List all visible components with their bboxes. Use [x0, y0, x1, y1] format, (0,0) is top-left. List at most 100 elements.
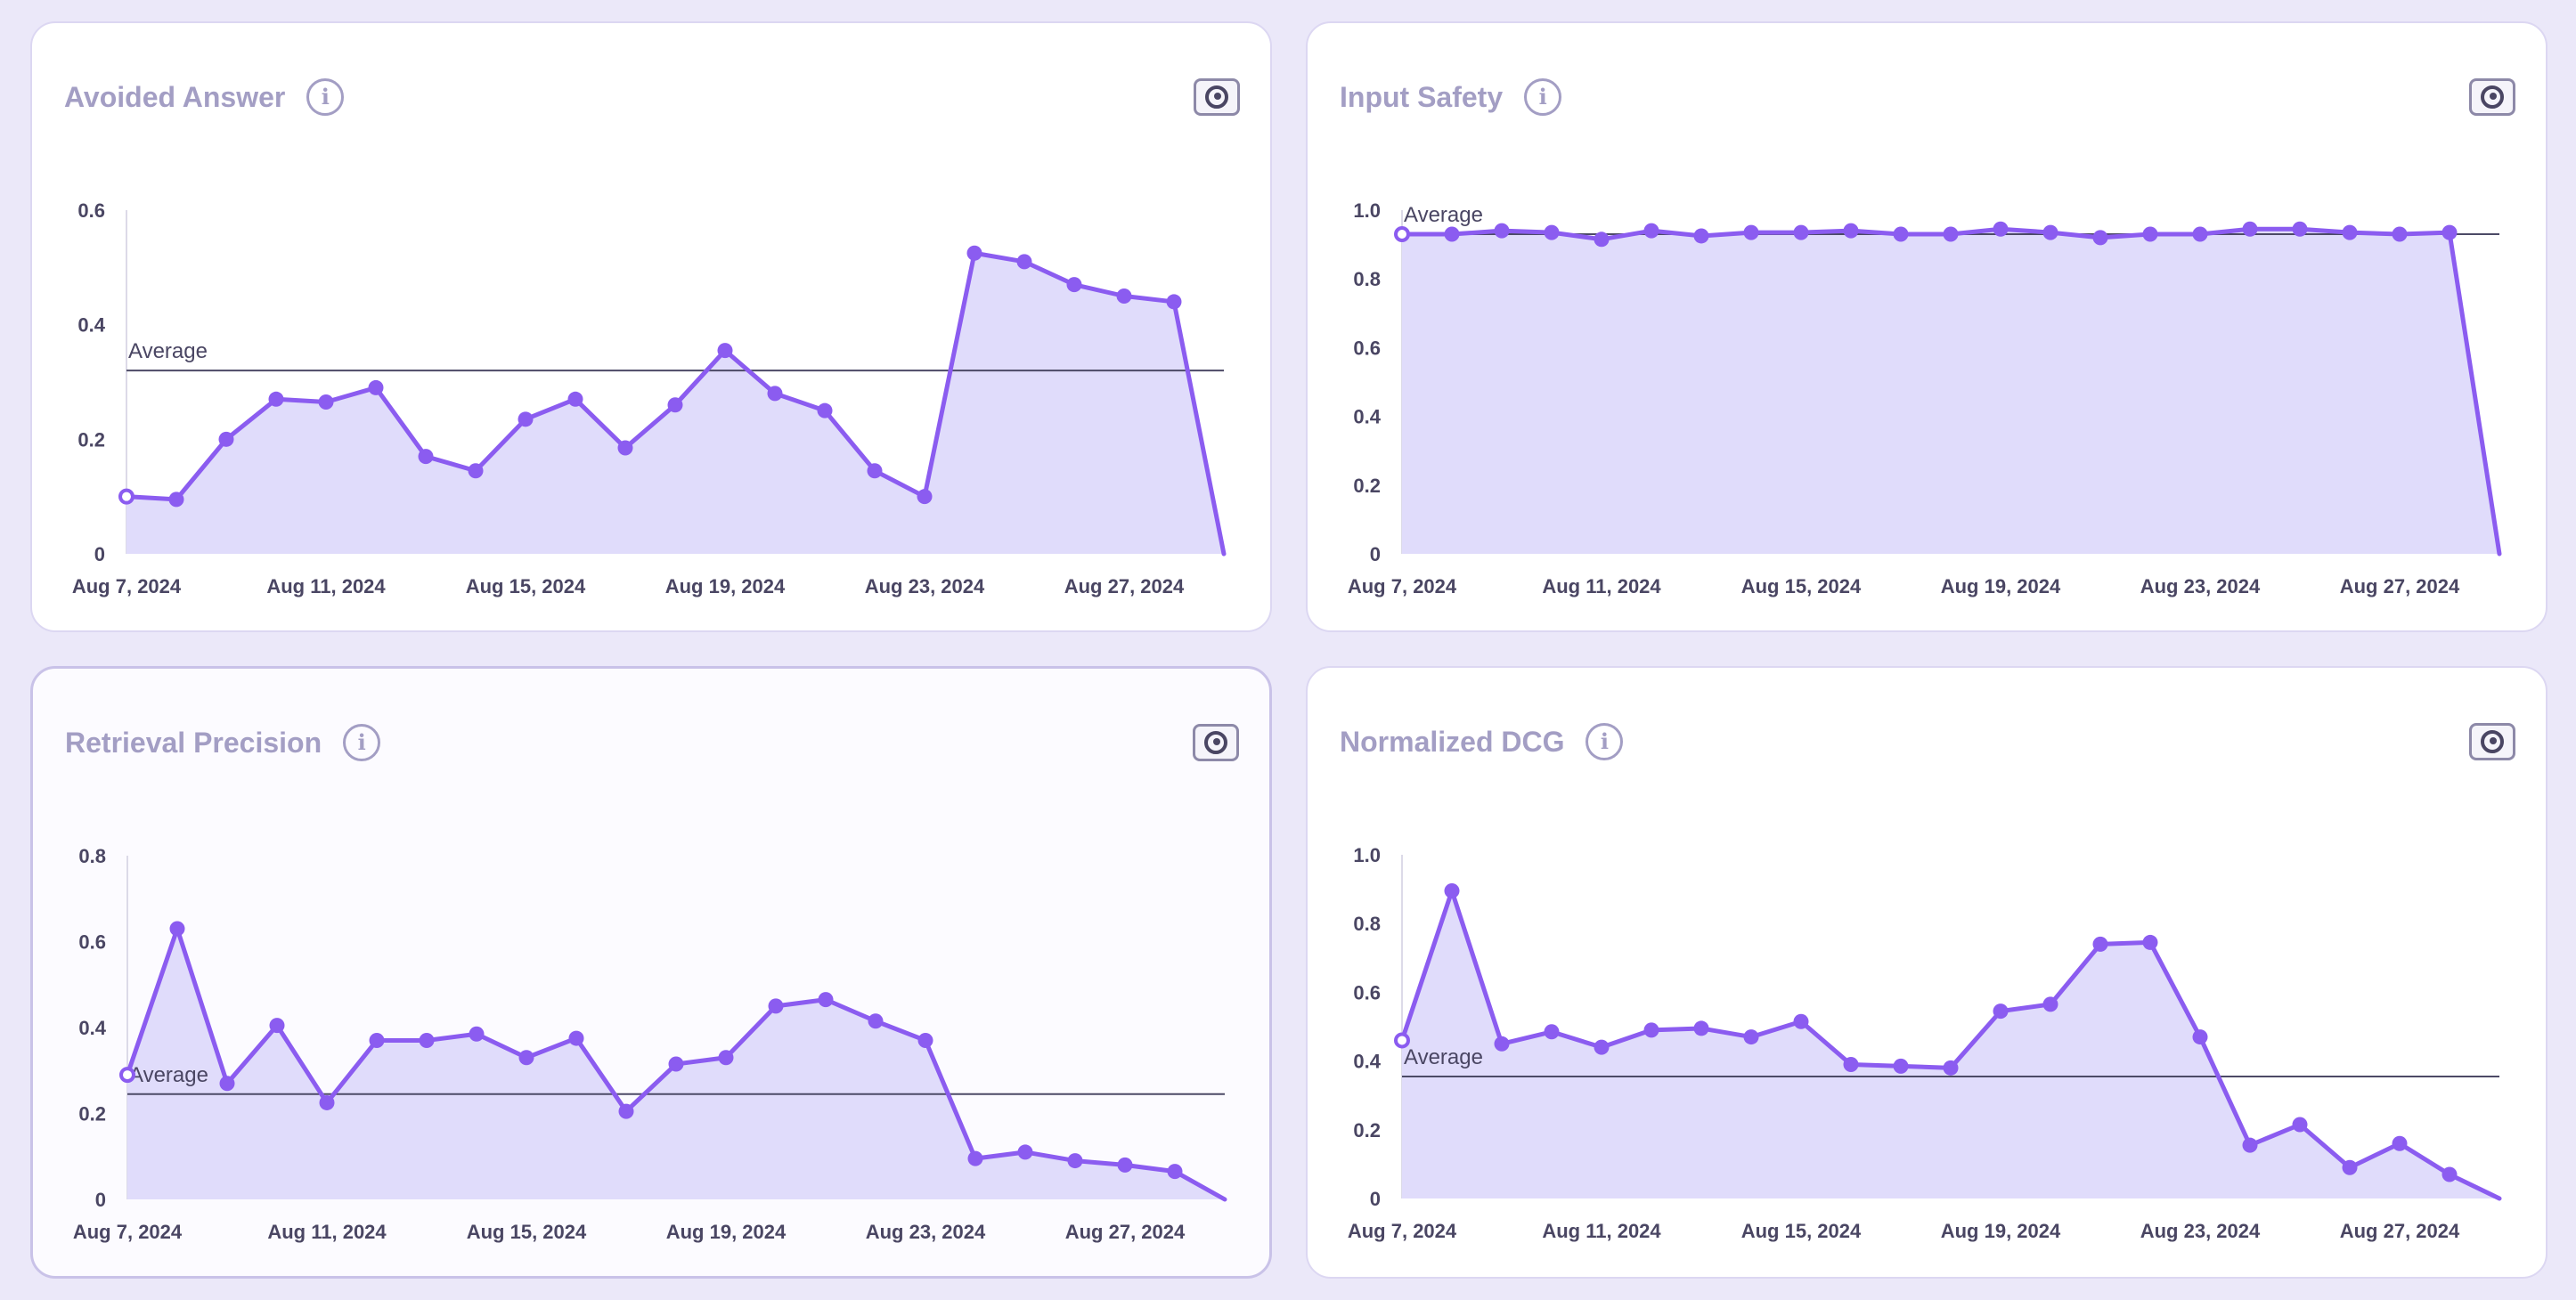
y-tick-label: 0.2 — [78, 1103, 106, 1125]
snapshot-icon — [1204, 731, 1227, 754]
data-point — [1166, 294, 1182, 310]
data-point — [1643, 223, 1659, 239]
data-point — [118, 488, 135, 505]
snapshot-icon — [2481, 85, 2504, 109]
data-point — [1494, 1036, 1510, 1052]
data-point — [2392, 1135, 2408, 1151]
data-point — [2392, 226, 2408, 242]
average-label: Average — [128, 339, 208, 363]
data-point — [1743, 224, 1759, 240]
y-tick-label: 0.8 — [1353, 913, 1381, 935]
data-point — [2142, 226, 2158, 242]
x-tick-label: Aug 11, 2024 — [1542, 1220, 1661, 1242]
data-point — [219, 1076, 235, 1092]
data-point — [418, 449, 434, 465]
data-point — [119, 1067, 135, 1084]
y-tick-label: 0.4 — [1353, 1051, 1381, 1073]
x-tick-label: Aug 19, 2024 — [666, 1221, 787, 1243]
x-tick-label: Aug 27, 2024 — [1065, 1221, 1186, 1243]
data-point — [1993, 1003, 2009, 1020]
y-tick-label: 0.6 — [78, 931, 106, 954]
y-tick-label: 0.2 — [1353, 1119, 1381, 1142]
data-point — [2142, 934, 2158, 950]
x-tick-label: Aug 11, 2024 — [267, 1221, 387, 1243]
data-point — [668, 1056, 684, 1072]
data-point — [2292, 221, 2308, 237]
x-tick-label: Aug 23, 2024 — [866, 1221, 986, 1243]
data-point — [318, 394, 334, 410]
y-tick-label: 0.6 — [1353, 337, 1381, 359]
chart-plot: 0 0.2 0.4 0.6 0.8 1.0 Aug 7, 2024 Aug 11, 2024 A… — [1348, 844, 2502, 1242]
x-tick-label: Aug 23, 2024 — [2140, 575, 2261, 597]
series-area — [1402, 890, 2499, 1198]
data-point — [1544, 1024, 1560, 1040]
y-tick-label: 0 — [1370, 1188, 1381, 1210]
average-label: Average — [1404, 1045, 1483, 1069]
data-point — [1117, 1157, 1133, 1173]
data-point — [1017, 1144, 1033, 1160]
data-point — [1444, 883, 1460, 899]
x-tick-label: Aug 15, 2024 — [466, 575, 586, 597]
data-point — [1943, 226, 1959, 242]
snapshot-button[interactable] — [1193, 724, 1239, 761]
x-tick-label: Aug 7, 2024 — [1348, 1220, 1457, 1242]
data-point — [1793, 224, 1809, 240]
info-icon[interactable]: i — [1586, 723, 1624, 760]
data-point — [717, 343, 733, 359]
chart-card-input-safety: Input Safety i 0 0.2 0.4 0.6 0.8 1.0 Aug 7, 20… — [1306, 21, 2547, 632]
data-point — [966, 245, 982, 261]
data-point — [1893, 1058, 1909, 1074]
data-point — [1793, 1013, 1809, 1029]
data-point — [1743, 1029, 1759, 1045]
data-point — [868, 1013, 884, 1029]
y-tick-label: 0.8 — [1353, 268, 1381, 290]
card-title-text: Input Safety — [1340, 80, 1504, 113]
data-point — [518, 411, 534, 427]
data-point — [917, 489, 933, 505]
data-point — [1993, 221, 2009, 237]
y-tick-label: 0.4 — [78, 1017, 106, 1039]
x-tick-label: Aug 7, 2024 — [73, 1221, 183, 1243]
card-title: Retrieval Precision i — [65, 724, 381, 761]
data-point — [168, 492, 184, 508]
data-point — [1066, 277, 1082, 293]
data-point — [1167, 1164, 1183, 1180]
data-point — [1843, 1056, 1859, 1072]
y-tick-label: 0.4 — [77, 314, 105, 337]
data-point — [419, 1032, 435, 1048]
average-label: Average — [129, 1063, 208, 1087]
data-point — [1544, 224, 1560, 240]
data-point — [2192, 226, 2208, 242]
data-point — [568, 1030, 584, 1046]
data-point — [1494, 223, 1510, 239]
data-point — [1016, 254, 1032, 270]
info-icon[interactable]: i — [306, 78, 345, 116]
x-tick-label: Aug 27, 2024 — [2340, 1220, 2460, 1242]
data-point — [718, 1050, 734, 1066]
chart-card-normalized-dcg: Normalized DCG i 0 0.2 0.4 0.6 0.8 1.0 Aug 7, … — [1306, 666, 2547, 1279]
data-point — [1394, 226, 1410, 243]
info-icon[interactable]: i — [1524, 78, 1562, 116]
data-point — [1594, 1039, 1610, 1055]
data-point — [917, 1032, 933, 1048]
data-point — [1116, 288, 1132, 304]
chart-plot: 0 0.2 0.4 0.6 0.8 Aug 7, 2024 Aug 11, 2024 Aug … — [73, 845, 1227, 1243]
data-point — [1843, 223, 1859, 239]
data-point — [767, 386, 783, 402]
x-tick-label: Aug 7, 2024 — [72, 575, 182, 597]
card-title-text: Avoided Answer — [64, 80, 286, 113]
info-icon[interactable]: i — [343, 724, 381, 761]
data-point — [2242, 221, 2258, 237]
snapshot-button[interactable] — [1194, 78, 1240, 116]
data-point — [2092, 230, 2108, 246]
data-point — [2042, 224, 2058, 240]
data-point — [1693, 1020, 1709, 1036]
card-title: Input Safety i — [1340, 78, 1562, 116]
x-tick-label: Aug 11, 2024 — [266, 575, 386, 597]
snapshot-button[interactable] — [2469, 723, 2515, 760]
y-tick-label: 0 — [94, 543, 105, 565]
x-tick-label: Aug 15, 2024 — [467, 1221, 587, 1243]
x-tick-label: Aug 19, 2024 — [665, 575, 786, 597]
data-point — [1594, 232, 1610, 248]
snapshot-button[interactable] — [2469, 78, 2515, 116]
